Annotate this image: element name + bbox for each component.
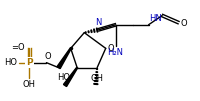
Polygon shape bbox=[63, 67, 78, 87]
Text: OH: OH bbox=[23, 80, 36, 89]
Text: P: P bbox=[26, 58, 33, 67]
Text: O: O bbox=[107, 44, 114, 53]
Text: =O: =O bbox=[11, 43, 25, 52]
Text: HN: HN bbox=[149, 14, 162, 23]
Text: O: O bbox=[45, 52, 51, 61]
Text: OH: OH bbox=[91, 74, 104, 83]
Text: HO: HO bbox=[5, 58, 18, 67]
Polygon shape bbox=[57, 48, 71, 69]
Text: O: O bbox=[180, 19, 187, 28]
Text: N: N bbox=[95, 18, 102, 27]
Text: HO: HO bbox=[57, 73, 70, 82]
Text: H₂N: H₂N bbox=[107, 48, 123, 57]
